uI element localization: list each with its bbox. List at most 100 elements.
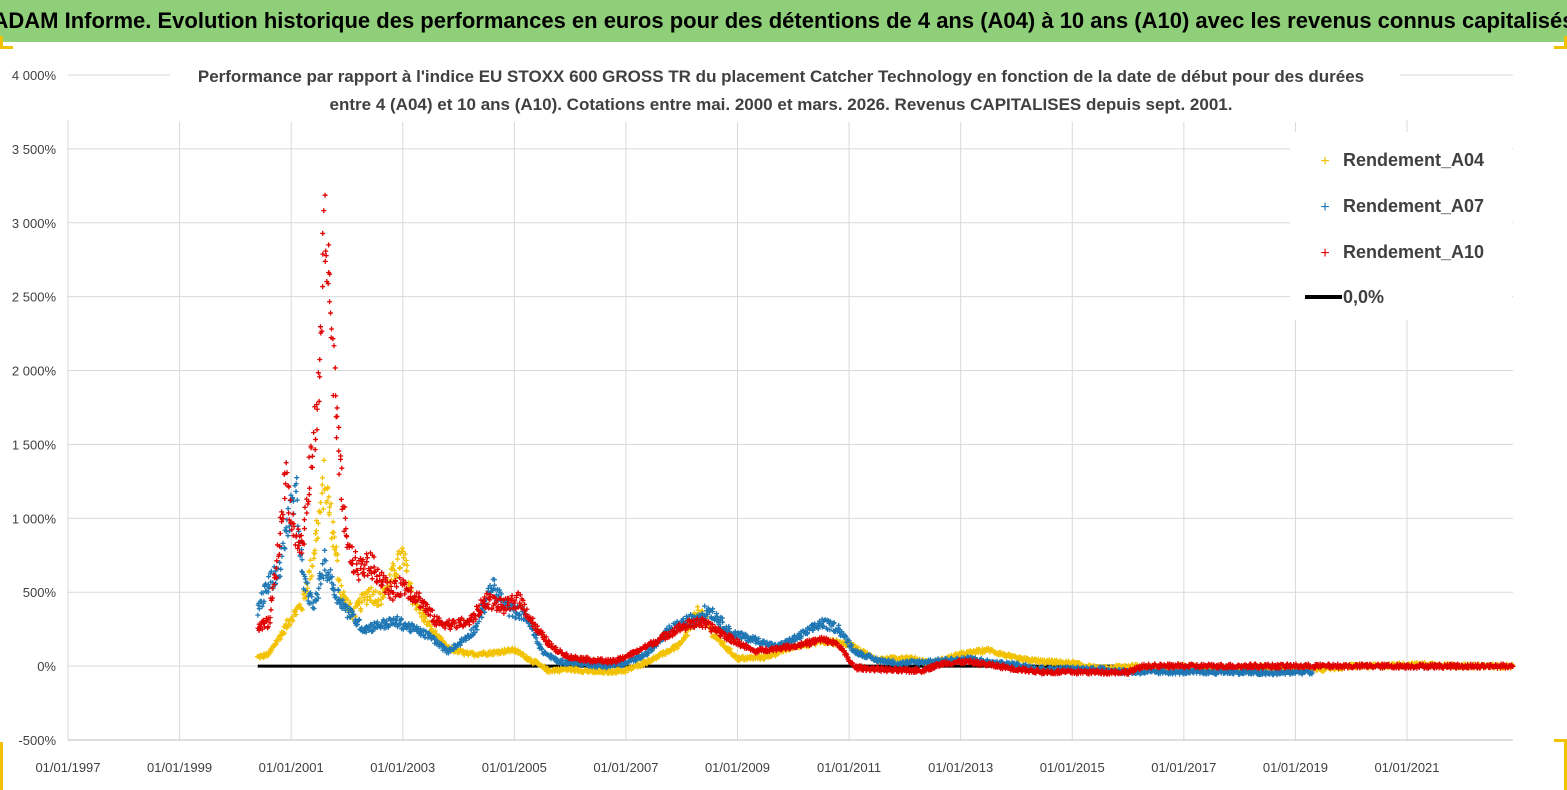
corner-mark-bottom-left	[0, 742, 13, 790]
data-point	[320, 561, 326, 567]
data-point	[338, 496, 344, 502]
data-point	[1049, 657, 1055, 663]
data-point	[333, 544, 339, 550]
series-marks	[254, 192, 1516, 678]
data-point	[594, 664, 600, 670]
data-point	[311, 555, 317, 561]
data-point	[336, 424, 342, 430]
data-point	[321, 457, 327, 463]
data-point	[256, 606, 262, 612]
data-point	[398, 617, 404, 623]
data-point	[402, 551, 408, 557]
data-point	[344, 603, 350, 609]
data-point	[305, 501, 311, 507]
data-point	[334, 600, 340, 606]
data-point	[338, 456, 344, 462]
data-point	[516, 611, 522, 617]
data-point	[306, 568, 312, 574]
data-point	[821, 623, 827, 629]
data-point	[397, 565, 403, 571]
data-point	[282, 630, 288, 636]
data-point	[328, 501, 334, 507]
data-point	[259, 604, 265, 610]
data-point	[386, 622, 392, 628]
data-point	[339, 465, 345, 471]
data-point	[327, 504, 333, 510]
data-point	[315, 595, 321, 601]
data-point	[299, 607, 305, 613]
data-point	[255, 612, 261, 618]
data-point	[509, 613, 515, 619]
data-point	[277, 573, 283, 579]
data-point	[367, 626, 373, 632]
data-point	[345, 597, 351, 603]
data-point	[318, 500, 324, 506]
data-point	[324, 498, 330, 504]
data-point	[327, 299, 333, 305]
data-point	[369, 576, 375, 582]
data-point	[395, 551, 401, 557]
data-point	[293, 489, 299, 495]
data-point	[297, 601, 303, 607]
data-point	[313, 528, 319, 534]
data-point	[306, 492, 312, 498]
data-point	[721, 640, 727, 646]
data-point	[707, 607, 713, 613]
data-point	[364, 601, 370, 607]
data-point	[320, 284, 326, 290]
data-point	[292, 609, 298, 615]
data-point	[266, 584, 272, 590]
data-point	[394, 556, 400, 562]
data-point	[695, 607, 701, 613]
data-point	[341, 589, 347, 595]
data-point	[282, 546, 288, 552]
data-point	[266, 574, 272, 580]
data-point	[342, 515, 348, 521]
data-point	[491, 577, 497, 583]
data-point	[302, 504, 308, 510]
data-point	[268, 568, 274, 574]
data-point	[740, 653, 746, 659]
data-point	[336, 578, 342, 584]
data-point	[403, 558, 409, 564]
data-point	[732, 629, 738, 635]
data-point	[328, 567, 334, 573]
data-point	[656, 654, 662, 660]
data-point	[350, 612, 356, 618]
data-point	[359, 599, 365, 605]
data-point	[356, 577, 362, 583]
data-point	[309, 573, 315, 579]
data-point	[472, 630, 478, 636]
data-point	[434, 638, 440, 644]
data-point	[277, 531, 283, 537]
data-point	[334, 558, 340, 564]
data-point	[278, 636, 284, 642]
corner-mark-top-left	[0, 36, 13, 49]
data-point	[326, 571, 332, 577]
data-point	[315, 520, 321, 526]
data-point	[319, 482, 325, 488]
data-point	[836, 622, 842, 628]
data-point	[320, 230, 326, 236]
data-point	[352, 555, 358, 561]
data-point	[391, 567, 397, 573]
data-point	[282, 495, 288, 501]
data-point	[336, 448, 342, 454]
data-point	[335, 587, 341, 593]
data-point	[290, 618, 296, 624]
data-point	[302, 588, 308, 594]
data-point	[307, 557, 313, 563]
data-point	[283, 525, 289, 531]
data-point	[293, 612, 299, 618]
data-point	[328, 310, 334, 316]
data-point	[346, 610, 352, 616]
data-point	[290, 498, 296, 504]
data-point	[804, 630, 810, 636]
data-point	[364, 551, 370, 557]
data-point	[388, 617, 394, 623]
data-point	[285, 506, 291, 512]
data-point	[321, 208, 327, 214]
data-point	[378, 601, 384, 607]
data-point	[400, 548, 406, 554]
